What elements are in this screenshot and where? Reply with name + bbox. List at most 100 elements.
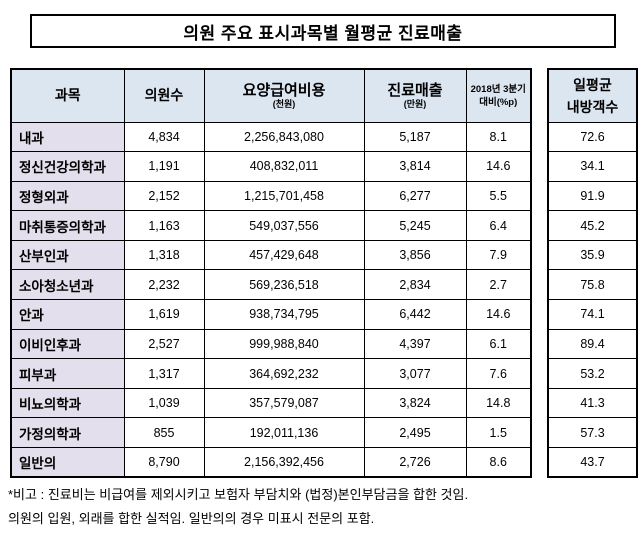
visitors-row: 35.9 bbox=[547, 239, 638, 271]
cell-daily-visitors: 34.1 bbox=[547, 151, 638, 182]
table-row: 정신건강의학과 1,191 408,832,011 3,814 14.6 bbox=[10, 151, 532, 182]
cell-daily-visitors: 35.9 bbox=[547, 239, 638, 271]
main-table-header: 과목 의원수 요양급여비용 (천원) 진료매출 (만원) 2018년 3분기 대… bbox=[10, 68, 532, 123]
table-row: 일반의 8,790 2,156,392,456 2,726 8.6 bbox=[10, 447, 532, 478]
cell-daily-visitors: 74.1 bbox=[547, 299, 638, 330]
table-row: 마취통증의학과 1,163 549,037,556 5,245 6.4 bbox=[10, 210, 532, 241]
visitors-row: 53.2 bbox=[547, 358, 638, 389]
cell-daily-visitors: 45.2 bbox=[547, 210, 638, 241]
cell-daily-visitors: 91.9 bbox=[547, 180, 638, 212]
cell-daily-visitors: 57.3 bbox=[547, 417, 638, 449]
table-row: 소아청소년과 2,232 569,236,518 2,834 2.7 bbox=[10, 269, 532, 301]
cell-yoy-change: 7.9 bbox=[465, 239, 532, 271]
cell-care-benefit-cost: 999,988,840 bbox=[203, 328, 365, 360]
header-daily-visitors: 일평균 내방객수 bbox=[547, 68, 638, 123]
cell-yoy-change: 14.8 bbox=[465, 387, 532, 419]
cell-care-benefit-cost: 2,256,843,080 bbox=[203, 121, 365, 153]
cell-subject: 피부과 bbox=[10, 358, 125, 389]
table-row: 피부과 1,317 364,692,232 3,077 7.6 bbox=[10, 358, 532, 389]
visitors-row: 91.9 bbox=[547, 180, 638, 212]
header-care-benefit-cost: 요양급여비용 (천원) bbox=[203, 68, 365, 123]
cell-clinic-count: 1,318 bbox=[123, 239, 205, 271]
cell-care-benefit-cost: 457,429,648 bbox=[203, 239, 365, 271]
cell-care-benefit-cost: 549,037,556 bbox=[203, 210, 365, 241]
cell-clinic-count: 1,619 bbox=[123, 299, 205, 330]
cell-yoy-change: 6.1 bbox=[465, 328, 532, 360]
cell-care-benefit-cost: 364,692,232 bbox=[203, 358, 365, 389]
daily-visitors-body: 72.6 34.1 91.9 45.2 35.9 75.8 74.1 89.4 53.2 41.3… bbox=[547, 121, 638, 478]
cell-subject: 마취통증의학과 bbox=[10, 210, 125, 241]
header-daily-visitors-line2: 내방객수 bbox=[566, 98, 619, 115]
cell-subject: 내과 bbox=[10, 121, 125, 153]
cell-clinic-count: 2,152 bbox=[123, 180, 205, 212]
cell-yoy-change: 14.6 bbox=[465, 299, 532, 330]
visitors-row: 74.1 bbox=[547, 299, 638, 330]
header-yoy-change: 2018년 3분기 대비(%p) bbox=[465, 68, 532, 123]
cell-treatment-revenue: 6,277 bbox=[363, 180, 467, 212]
cell-daily-visitors: 75.8 bbox=[547, 269, 638, 301]
main-table-body: 내과 4,834 2,256,843,080 5,187 8.1 정신건강의학과 1,191… bbox=[10, 121, 532, 478]
visitors-row: 45.2 bbox=[547, 210, 638, 241]
page-title: 의원 주요 표시과목별 월평균 진료매출 bbox=[30, 14, 616, 48]
table-row: 안과 1,619 938,734,795 6,442 14.6 bbox=[10, 299, 532, 330]
cell-treatment-revenue: 5,187 bbox=[363, 121, 467, 153]
cell-clinic-count: 1,191 bbox=[123, 151, 205, 182]
header-treatment-revenue: 진료매출 (만원) bbox=[363, 68, 467, 123]
header-care-benefit-cost-unit: (천원) bbox=[272, 98, 296, 109]
cell-subject: 소아청소년과 bbox=[10, 269, 125, 301]
cell-subject: 정신건강의학과 bbox=[10, 151, 125, 182]
table-row: 정형외과 2,152 1,215,701,458 6,277 5.5 bbox=[10, 180, 532, 212]
header-subject: 과목 bbox=[10, 68, 125, 123]
cell-subject: 가정의학과 bbox=[10, 417, 125, 449]
table-row: 내과 4,834 2,256,843,080 5,187 8.1 bbox=[10, 121, 532, 153]
cell-care-benefit-cost: 408,832,011 bbox=[203, 151, 365, 182]
cell-treatment-revenue: 2,834 bbox=[363, 269, 467, 301]
cell-subject: 비뇨의학과 bbox=[10, 387, 125, 419]
visitors-row: 43.7 bbox=[547, 447, 638, 478]
header-care-benefit-cost-label: 요양급여비용 bbox=[242, 81, 326, 99]
cell-clinic-count: 4,834 bbox=[123, 121, 205, 153]
cell-subject: 안과 bbox=[10, 299, 125, 330]
cell-treatment-revenue: 3,856 bbox=[363, 239, 467, 271]
cell-yoy-change: 2.7 bbox=[465, 269, 532, 301]
cell-treatment-revenue: 6,442 bbox=[363, 299, 467, 330]
cell-subject: 이비인후과 bbox=[10, 328, 125, 360]
cell-subject: 일반의 bbox=[10, 447, 125, 478]
table-row: 비뇨의학과 1,039 357,579,087 3,824 14.8 bbox=[10, 387, 532, 419]
table-row: 가정의학과 855 192,011,136 2,495 1.5 bbox=[10, 417, 532, 449]
cell-daily-visitors: 89.4 bbox=[547, 328, 638, 360]
cell-care-benefit-cost: 1,215,701,458 bbox=[203, 180, 365, 212]
footnote-line-2: 의원의 입원, 외래를 합한 실적임. 일반의의 경우 미표시 전문의 포함. bbox=[8, 511, 375, 526]
cell-clinic-count: 8,790 bbox=[123, 447, 205, 478]
visitors-row: 89.4 bbox=[547, 328, 638, 360]
cell-treatment-revenue: 2,726 bbox=[363, 447, 467, 478]
cell-clinic-count: 1,317 bbox=[123, 358, 205, 389]
footnote: *비고 : 진료비는 비급여를 제외시키고 보험자 부담치와 (법정)본인부담금… bbox=[8, 483, 468, 531]
visitors-row: 34.1 bbox=[547, 151, 638, 182]
cell-yoy-change: 7.6 bbox=[465, 358, 532, 389]
visitors-row: 72.6 bbox=[547, 121, 638, 153]
cell-daily-visitors: 41.3 bbox=[547, 387, 638, 419]
header-daily-visitors-line1: 일평균 bbox=[573, 76, 612, 93]
table-row: 이비인후과 2,527 999,988,840 4,397 6.1 bbox=[10, 328, 532, 360]
cell-clinic-count: 1,039 bbox=[123, 387, 205, 419]
cell-daily-visitors: 43.7 bbox=[547, 447, 638, 478]
cell-subject: 정형외과 bbox=[10, 180, 125, 212]
header-yoy-line1: 2018년 3분기 bbox=[470, 83, 526, 95]
cell-yoy-change: 8.6 bbox=[465, 447, 532, 478]
cell-clinic-count: 855 bbox=[123, 417, 205, 449]
cell-clinic-count: 2,527 bbox=[123, 328, 205, 360]
visitors-row: 41.3 bbox=[547, 387, 638, 419]
main-table: 과목 의원수 요양급여비용 (천원) 진료매출 (만원) 2018년 3분기 대… bbox=[10, 68, 532, 479]
cell-yoy-change: 1.5 bbox=[465, 417, 532, 449]
cell-care-benefit-cost: 569,236,518 bbox=[203, 269, 365, 301]
header-treatment-revenue-unit: (만원) bbox=[403, 98, 427, 109]
footnote-line-1: *비고 : 진료비는 비급여를 제외시키고 보험자 부담치와 (법정)본인부담금… bbox=[8, 487, 469, 502]
cell-care-benefit-cost: 192,011,136 bbox=[203, 417, 365, 449]
cell-yoy-change: 6.4 bbox=[465, 210, 532, 241]
cell-yoy-change: 5.5 bbox=[465, 180, 532, 212]
cell-treatment-revenue: 3,814 bbox=[363, 151, 467, 182]
cell-daily-visitors: 53.2 bbox=[547, 358, 638, 389]
daily-visitors-header: 일평균 내방객수 bbox=[547, 68, 638, 123]
